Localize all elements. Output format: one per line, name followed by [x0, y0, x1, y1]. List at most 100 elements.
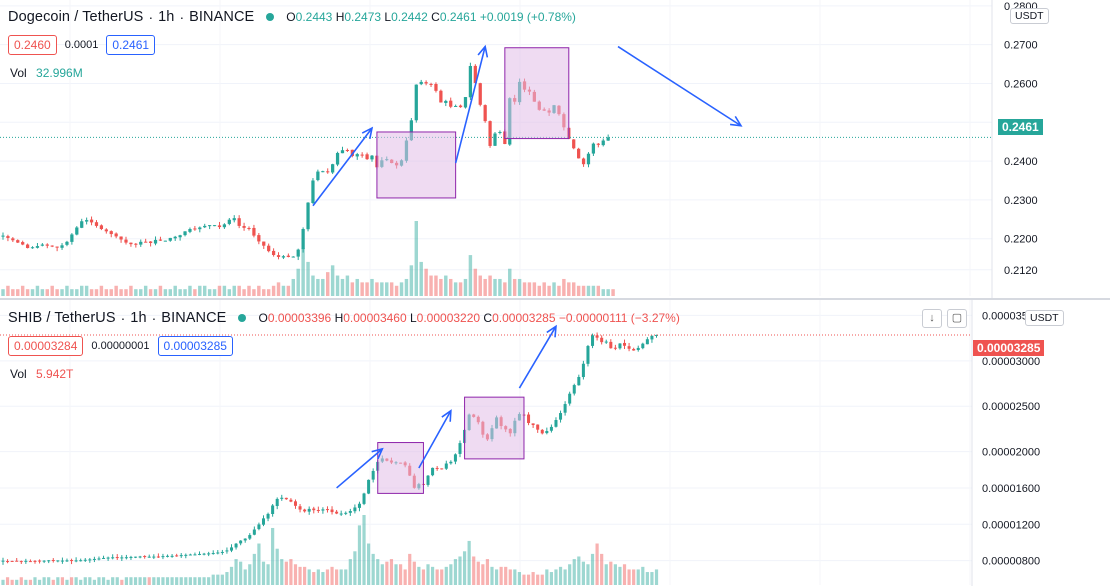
bid-price-button[interactable]: 0.00003284 [8, 336, 84, 356]
volume-bar [138, 577, 142, 585]
candle-body [498, 131, 502, 133]
volume-bar [257, 543, 261, 585]
volume-bar [248, 564, 252, 585]
candle-body [65, 241, 69, 245]
last-price-tag: 0.00003285 [973, 340, 1045, 356]
y-tick-label: 0.00002000 [982, 447, 1040, 459]
candle-body [99, 225, 104, 230]
candle-body [431, 467, 435, 476]
candle-body [458, 105, 463, 108]
candle-body [335, 152, 340, 165]
volume-bar [399, 282, 404, 296]
volume-bar [581, 285, 586, 296]
volume-bar [532, 282, 537, 296]
volume-bar [590, 553, 595, 585]
candle-body [284, 497, 288, 500]
annotation-arrowhead [546, 324, 557, 338]
volume-bar [303, 566, 307, 585]
volume-bar [549, 572, 553, 585]
volume-bar [56, 577, 60, 585]
y-tick-label: 0.2400 [1004, 156, 1038, 168]
candle-body [1, 560, 5, 562]
volume-bar [453, 559, 458, 585]
candle-body [434, 84, 438, 91]
volume-bar [426, 564, 430, 585]
volume-bar [604, 564, 608, 585]
volume-bar [439, 278, 443, 296]
candle-body [325, 509, 329, 511]
volume-bar [163, 289, 168, 296]
shib-legend: SHIB / TetherUS · 1h · BINANCE O0.000033… [8, 310, 680, 326]
dogecoin-interval[interactable]: 1h [158, 9, 175, 25]
candle-body [596, 143, 600, 145]
shib-chart-canvas[interactable]: 0.000035000.000030000.000025000.00002000… [0, 300, 1110, 586]
dogecoin-symbol-title[interactable]: Dogecoin / TetherUS [8, 9, 144, 25]
volume-bar [35, 285, 40, 296]
pane-separator[interactable] [0, 298, 1110, 300]
candle-body [257, 235, 261, 242]
candle-body [371, 470, 375, 480]
ask-price-button[interactable]: 0.00003285 [157, 336, 233, 356]
volume-bar [88, 577, 92, 585]
candle-body [70, 234, 74, 242]
candle-body [97, 558, 101, 560]
volume-bar [307, 569, 311, 585]
volume-bar [115, 577, 119, 585]
volume-bar [55, 289, 59, 296]
candle-body [227, 219, 231, 224]
candle-body [296, 249, 300, 257]
volume-bar [45, 289, 50, 296]
candle-body [600, 337, 604, 343]
volume-bar [276, 282, 281, 296]
volume-bar [414, 221, 419, 296]
candle-body [243, 538, 247, 541]
candle-body [152, 556, 156, 558]
volume-bar [606, 289, 610, 296]
volume-bar [312, 572, 316, 585]
shib-symbol-title[interactable]: SHIB / TetherUS [8, 310, 116, 326]
candle-body [75, 227, 79, 235]
maximize-pane-icon[interactable]: ▢ [947, 309, 967, 328]
volume-bar [424, 268, 428, 296]
volume-bar [280, 559, 284, 585]
volume-bar [147, 577, 151, 585]
volume-bar [335, 569, 339, 585]
ohlc-o-label: O [286, 10, 296, 24]
currency-label-button[interactable]: USDT [1025, 310, 1064, 326]
annotation-arrow [336, 448, 383, 489]
candle-body [19, 561, 23, 563]
shib-chart-pane[interactable]: 0.00003500 0.00003000 0.00002500 0.00002000… [0, 300, 1110, 586]
candle-body [340, 150, 345, 154]
ohlc-close: 0.2461 [439, 10, 477, 24]
volume-bar [339, 569, 343, 585]
candle-body [88, 559, 92, 561]
volume-bar [380, 564, 384, 585]
currency-label-button[interactable]: USDT [1010, 8, 1049, 24]
candle-body [645, 339, 649, 345]
volume-bar [11, 289, 15, 296]
shib-bid-ask: 0.00003284 0.00000001 0.00003285 [8, 336, 233, 356]
dogecoin-chart-canvas[interactable]: 0.28000.27000.26000.25000.24000.23000.22… [0, 0, 1110, 298]
bid-price-button[interactable]: 0.2460 [8, 35, 57, 55]
ohlc-o-label: O [258, 311, 268, 325]
volume-bar [398, 564, 403, 585]
dogecoin-chart-pane[interactable]: 0.28000.27000.26000.25000.24000.23000.22… [0, 0, 1110, 298]
candle-body [239, 540, 243, 544]
annotation-arrow [518, 325, 557, 389]
shib-interval[interactable]: 1h [130, 310, 147, 326]
volume-bar [340, 278, 345, 296]
candle-body [331, 164, 335, 173]
candle-body [321, 171, 325, 173]
candle-body [353, 507, 357, 512]
candle-body [330, 509, 334, 513]
ask-price-button[interactable]: 0.2461 [106, 35, 156, 55]
volume-bar [202, 285, 207, 296]
candle-body [47, 560, 51, 562]
candle-body [595, 335, 599, 338]
candle-body [435, 467, 439, 469]
annotation-arrowhead [729, 115, 743, 127]
volume-bar [453, 282, 458, 296]
volume-bar [618, 566, 622, 585]
move-down-icon[interactable]: ↓ [922, 309, 942, 328]
volume-bar [239, 561, 243, 585]
